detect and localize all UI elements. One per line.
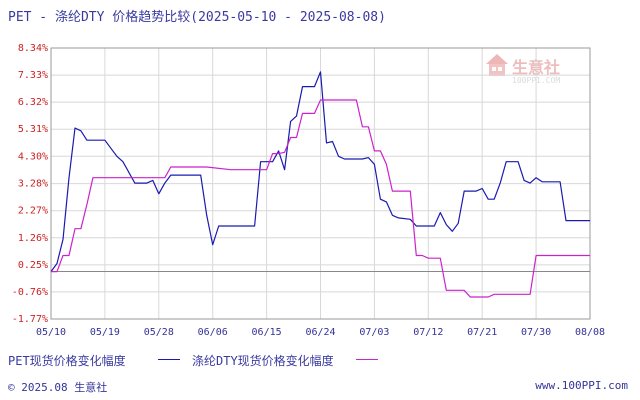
series-line-dty <box>51 99 590 298</box>
footer-copyright: © 2025.08 生意社 <box>8 381 108 394</box>
legend-label-dty: 涤纶DTY现货价格变化幅度 <box>192 354 334 368</box>
x-tick-label: 07/21 <box>467 327 497 338</box>
x-tick-label: 06/06 <box>198 327 228 338</box>
x-tick-label: 08/08 <box>575 327 605 338</box>
x-tick-label: 07/30 <box>521 327 551 338</box>
x-tick-label: 06/24 <box>305 327 335 338</box>
y-tick-label: 4.30% <box>18 151 48 162</box>
y-tick-label: 3.28% <box>18 179 48 190</box>
series-line-pet <box>50 71 590 272</box>
y-tick-label: -1.77% <box>12 314 48 325</box>
x-tick-label: 05/19 <box>90 327 120 338</box>
footer-url: www.100PPI.com <box>535 379 628 392</box>
y-tick-label: 2.27% <box>18 206 48 217</box>
y-tick-label: 6.32% <box>18 97 48 108</box>
x-tick-label: 07/12 <box>413 327 443 338</box>
x-tick-label: 05/10 <box>36 327 66 338</box>
x-tick-label: 05/28 <box>144 327 174 338</box>
y-tick-label: 7.33% <box>18 70 48 81</box>
axes: 8.34% 7.33% 6.32% 5.31% 4.30% 3.28% 2.27% 1.26%… <box>12 43 605 338</box>
chart-title: PET - 涤纶DTY 价格趋势比较(2025-05-10 - 2025-08-… <box>8 10 386 25</box>
legend-label-pet: PET现货价格变化幅度 <box>8 354 126 368</box>
grid <box>50 47 591 320</box>
plot-border <box>50 47 591 320</box>
watermark-logo-icon <box>486 54 508 76</box>
y-tick-label: -0.76% <box>12 287 48 298</box>
y-tick-label: 5.31% <box>18 124 48 135</box>
x-tick-label: 06/15 <box>252 327 282 338</box>
legend-swatch-pet <box>158 359 180 360</box>
legend-swatch-dty <box>356 359 378 360</box>
x-tick-label: 07/03 <box>359 327 389 338</box>
y-tick-label: 1.26% <box>18 233 48 244</box>
y-tick-label: 0.25% <box>18 260 48 271</box>
y-tick-label: 8.34% <box>18 43 48 54</box>
series <box>50 71 590 298</box>
